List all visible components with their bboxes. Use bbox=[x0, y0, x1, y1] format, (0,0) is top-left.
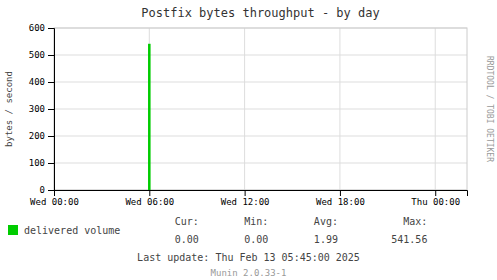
legend-swatch bbox=[8, 225, 18, 235]
grid-line bbox=[149, 28, 150, 190]
y-tick: 600 bbox=[29, 23, 54, 33]
legend: delivered volume bbox=[8, 225, 120, 236]
tick-mark bbox=[340, 190, 341, 196]
tick-mark bbox=[48, 109, 54, 110]
stat-header: Max: bbox=[403, 216, 427, 227]
tick-mark bbox=[48, 82, 54, 83]
tick-label: 100 bbox=[29, 158, 45, 168]
y-tick: 400 bbox=[29, 77, 54, 87]
plot-frame bbox=[54, 28, 467, 190]
x-tick: Wed 18:00 bbox=[316, 190, 365, 207]
x-tick: Wed 00:00 bbox=[30, 190, 79, 207]
grid-line bbox=[244, 28, 245, 190]
tick-mark bbox=[48, 190, 54, 191]
tick-mark bbox=[48, 163, 54, 164]
x-tick: Wed 06:00 bbox=[125, 190, 174, 207]
tick-label: 400 bbox=[29, 77, 45, 87]
tick-mark bbox=[435, 190, 436, 196]
grid-line bbox=[435, 28, 436, 190]
grid-line bbox=[54, 109, 467, 110]
tick-mark bbox=[48, 55, 54, 56]
tick-label: 600 bbox=[29, 23, 45, 33]
stats: Cur: 0.00 Min: 0.00 Avg: 1.99 Max: 541.56 bbox=[175, 216, 428, 245]
tick-label: 200 bbox=[29, 131, 45, 141]
y-tick: 100 bbox=[29, 158, 54, 168]
y-tick: 500 bbox=[29, 50, 54, 60]
marks bbox=[148, 44, 151, 190]
stat-value: 0.00 bbox=[244, 234, 268, 245]
stat-header: Avg: bbox=[314, 216, 338, 227]
axis-line bbox=[48, 29, 55, 191]
x-tick: Thu 00:00 bbox=[411, 190, 460, 207]
axis-line bbox=[55, 191, 468, 197]
annotation: Munin 2.0.33-1 bbox=[211, 268, 287, 278]
grid-line bbox=[54, 55, 467, 56]
stat-header: Cur: bbox=[175, 216, 199, 227]
annotation: Last update: Thu Feb 13 05:45:00 2025 bbox=[137, 252, 360, 263]
y-tick: 200 bbox=[29, 131, 54, 141]
plot-area: Wed 00:00 Wed 06:00 Wed 12:00 Wed 18:00 Thu … bbox=[29, 23, 468, 207]
tick-label: Wed 12:00 bbox=[221, 197, 270, 207]
grid-line bbox=[54, 136, 467, 137]
tick-label: 0 bbox=[40, 185, 45, 195]
tick-mark bbox=[48, 136, 54, 137]
tick-label: Wed 06:00 bbox=[125, 197, 174, 207]
tick-label: Wed 18:00 bbox=[316, 197, 365, 207]
chart: Wed 00:00 Wed 06:00 Wed 12:00 Wed 18:00 Thu … bbox=[0, 0, 497, 280]
y-tick: 0 bbox=[40, 185, 54, 195]
grid-line bbox=[54, 163, 467, 164]
grid-line bbox=[54, 82, 467, 83]
tick-mark bbox=[48, 28, 54, 29]
grid-line bbox=[339, 28, 340, 190]
stat-value: 0.00 bbox=[175, 234, 199, 245]
tick-label: 300 bbox=[29, 104, 45, 114]
stat-value: 541.56 bbox=[391, 234, 427, 245]
y-axis-label: bytes / second bbox=[4, 71, 14, 147]
stat-header: Min: bbox=[244, 216, 268, 227]
title: Postfix bytes throughput - by day bbox=[141, 6, 379, 20]
y-tick: 300 bbox=[29, 104, 54, 114]
legend-label: delivered volume bbox=[24, 225, 120, 236]
x-tick: Wed 12:00 bbox=[221, 190, 270, 207]
tick-label: Wed 00:00 bbox=[30, 197, 79, 207]
annotation: RRDTOOL / TOBI OETIKER bbox=[485, 56, 494, 162]
bar bbox=[148, 44, 151, 190]
tick-mark bbox=[245, 190, 246, 196]
grid bbox=[54, 28, 467, 190]
tick-label: 500 bbox=[29, 50, 45, 60]
x-axis: Wed 00:00 Wed 06:00 Wed 12:00 Wed 18:00 Thu … bbox=[30, 190, 467, 207]
tick-label: Thu 00:00 bbox=[411, 197, 460, 207]
stat-value: 1.99 bbox=[314, 234, 338, 245]
y-axis: 0 100 200 300 400 500 600 bbox=[29, 23, 55, 195]
tick-mark bbox=[149, 190, 150, 196]
